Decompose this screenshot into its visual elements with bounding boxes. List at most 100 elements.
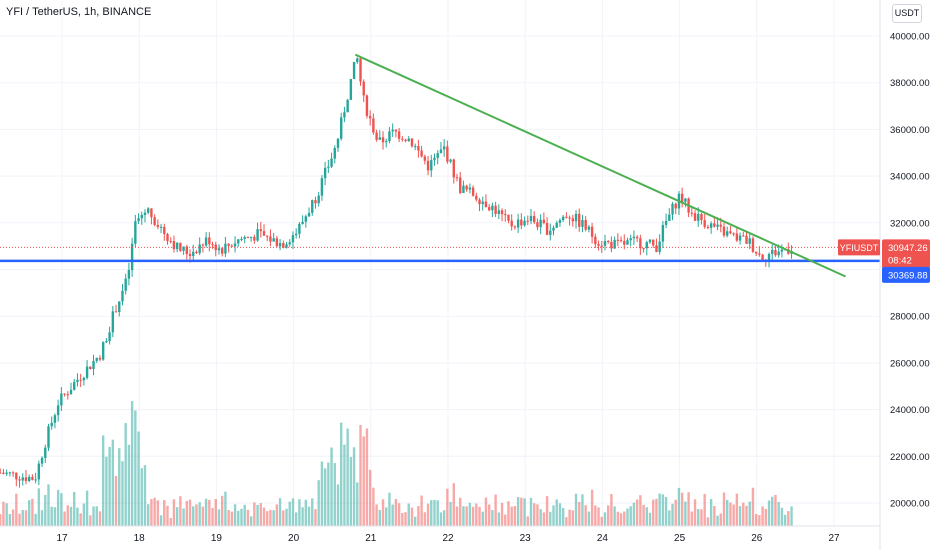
candle-body (526, 220, 529, 222)
volume-bar (320, 461, 324, 526)
candle-body (11, 472, 15, 474)
candle-body (111, 311, 115, 333)
volume-bar (504, 514, 507, 526)
candle-body (304, 216, 308, 222)
volume-bar (722, 492, 726, 526)
candle-body (82, 377, 86, 381)
volume-bar (163, 500, 166, 526)
volume-bar (8, 514, 12, 526)
volume-bar (417, 506, 420, 526)
drawn-lines[interactable] (0, 53, 880, 278)
candle-body (491, 205, 494, 211)
candle-body (227, 243, 230, 246)
x-tick-label: 24 (597, 533, 609, 544)
volume-bar (217, 509, 221, 526)
volume-bar (291, 498, 295, 526)
volume-bar (787, 511, 790, 526)
volume-bar (336, 484, 340, 526)
volume-bar (407, 503, 410, 526)
candle-body (590, 226, 594, 237)
volume-bar (201, 506, 205, 526)
candle-body (581, 219, 584, 227)
candle-body (500, 210, 504, 215)
volume-bar (549, 511, 552, 526)
candle-body (420, 150, 423, 157)
candle-body (192, 251, 195, 256)
volume-bar (513, 505, 517, 526)
volume-bar (301, 507, 304, 526)
candle-body (298, 223, 301, 234)
volume-bar (169, 517, 172, 526)
volume-bar (330, 447, 333, 526)
volume-bar (356, 482, 359, 526)
volume-bar (50, 506, 53, 526)
volume-bar (780, 507, 784, 526)
volume-bar (455, 506, 459, 526)
volume-bar (471, 506, 475, 526)
volume-bar (188, 499, 192, 526)
candle-body (693, 213, 697, 221)
candle-body (50, 422, 53, 427)
volume-bar (89, 515, 92, 526)
candle-body (600, 245, 603, 247)
candle-body (542, 219, 546, 224)
candle-body (684, 198, 687, 202)
candle-body (397, 131, 401, 139)
candle-body (121, 290, 124, 302)
volume-bar (478, 506, 481, 526)
volume-bar (95, 506, 98, 526)
currency-button[interactable]: USDT (892, 4, 922, 23)
symbol-title: YFI / TetherUS, 1h, BINANCE (6, 6, 152, 18)
volume-bar (73, 491, 76, 526)
candle-body (468, 187, 472, 190)
volume-bar (520, 497, 523, 526)
candle-body (340, 117, 343, 139)
candle-body (523, 220, 526, 226)
candle-body (320, 178, 324, 196)
candle-body (137, 218, 140, 222)
volume-bar (298, 499, 301, 526)
volume-bar (198, 502, 201, 526)
candle-body (442, 146, 446, 150)
current-price-box (882, 239, 930, 269)
candle-body (545, 223, 549, 235)
volume-bar (237, 510, 240, 526)
candle-body (629, 238, 632, 241)
volume-bar (159, 515, 163, 526)
volume-bar (571, 510, 575, 526)
candle-body (594, 236, 597, 245)
y-tick-label: 40000.00 (890, 32, 930, 43)
candle-body (777, 251, 780, 256)
volume-bar (349, 456, 353, 526)
y-tick-label: 38000.00 (890, 78, 930, 89)
candle-body (452, 159, 455, 178)
candle-body (478, 199, 481, 205)
candle-body (661, 224, 665, 242)
volume-bar (484, 497, 488, 526)
volume-bar (98, 511, 102, 526)
volume-bar (230, 511, 234, 526)
candle-body (208, 237, 211, 245)
candle-body (430, 160, 433, 171)
volume-bar (568, 509, 571, 526)
volume-bar (674, 499, 677, 526)
volume-bar (82, 503, 86, 526)
volume-bar (317, 480, 320, 526)
volume-bar (60, 493, 63, 526)
candle-body (597, 244, 600, 246)
x-tick-label: 19 (211, 533, 223, 544)
candle-body (159, 226, 163, 228)
volume-bar (253, 502, 256, 526)
volume-bar (256, 504, 259, 526)
candle-body (143, 212, 147, 215)
candle-body (269, 236, 272, 242)
candle-body (459, 177, 462, 193)
support-price-label: 30369.88 (888, 270, 928, 281)
volume-bar (15, 493, 18, 526)
volume-bar (394, 499, 398, 526)
volume-bar (626, 508, 629, 526)
volume-bar (465, 506, 468, 526)
